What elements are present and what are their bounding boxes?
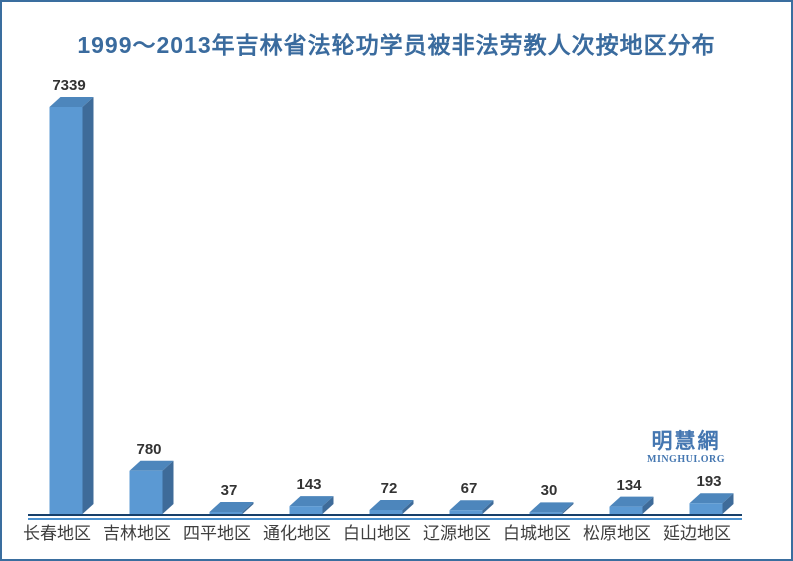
value-label: 37 <box>220 481 238 499</box>
bar-top-face <box>289 496 334 507</box>
minghui-logo-text: 明慧網 <box>651 430 721 453</box>
bar-top-face <box>49 97 94 107</box>
bar-白山地区 <box>369 500 414 514</box>
bar-top-face <box>689 493 734 504</box>
category-label: 延边地区 <box>663 524 731 543</box>
bar-长春地区 <box>49 97 94 514</box>
bar-top-face <box>369 500 414 511</box>
bar-front-face <box>289 506 323 514</box>
value-label: 193 <box>696 473 722 491</box>
bar-side-face <box>722 493 734 514</box>
category-label: 白山地区 <box>343 524 411 543</box>
bar-front-face <box>689 503 723 514</box>
category-label: 长春地区 <box>23 524 91 543</box>
value-label: 134 <box>616 476 642 494</box>
value-label: 7339 <box>52 77 86 94</box>
value-label: 72 <box>380 480 398 497</box>
bar-front-face <box>129 470 163 514</box>
bar-side-face <box>82 97 94 514</box>
category-label: 白城地区 <box>503 524 571 543</box>
bar-延边地区 <box>689 493 734 514</box>
bar-front-face <box>449 510 483 514</box>
category-label: 松原地区 <box>583 524 651 543</box>
bar-top-face <box>529 502 574 513</box>
bar-side-face <box>642 496 654 514</box>
bar-top-face <box>209 501 254 512</box>
bar-front-face <box>529 512 563 514</box>
minghui-watermark: 明慧網 MINGHUI.ORG <box>636 431 736 465</box>
category-label: 吉林地区 <box>103 524 171 543</box>
bar-side-face <box>242 501 254 514</box>
bar-top-face <box>129 460 174 471</box>
bar-front-face <box>609 506 643 514</box>
bar-辽源地区 <box>449 500 494 514</box>
bar-front-face <box>209 511 243 514</box>
category-label: 辽源地区 <box>423 524 491 543</box>
bar-side-face <box>402 500 414 514</box>
category-label: 四平地区 <box>183 524 251 543</box>
chart-title: 1999～2013年吉林省法轮功学员被非法劳教人次按地区分布 <box>77 32 716 58</box>
value-label: 30 <box>540 482 558 500</box>
bar-四平地区 <box>209 501 254 514</box>
bar-top-face <box>449 500 494 511</box>
value-label: 143 <box>296 476 322 494</box>
bar-白城地区 <box>529 502 574 514</box>
bar-吉林地区 <box>129 460 174 514</box>
bar-通化地区 <box>289 496 334 514</box>
bar-top-face <box>609 496 654 507</box>
value-label: 780 <box>136 440 162 458</box>
value-label: 67 <box>460 480 478 498</box>
x-axis-depth-line <box>28 518 742 520</box>
bar-front-face <box>369 510 403 514</box>
bar-松原地区 <box>609 496 654 514</box>
minghui-site-text: MINGHUI.ORG <box>647 454 725 465</box>
category-label: 通化地区 <box>263 524 331 543</box>
bar-side-face <box>322 496 334 514</box>
bar-front-face <box>49 107 83 514</box>
x-axis-line <box>28 514 742 516</box>
bar-side-face <box>482 500 494 514</box>
bar-side-face <box>562 502 574 514</box>
bar-side-face <box>162 460 174 514</box>
